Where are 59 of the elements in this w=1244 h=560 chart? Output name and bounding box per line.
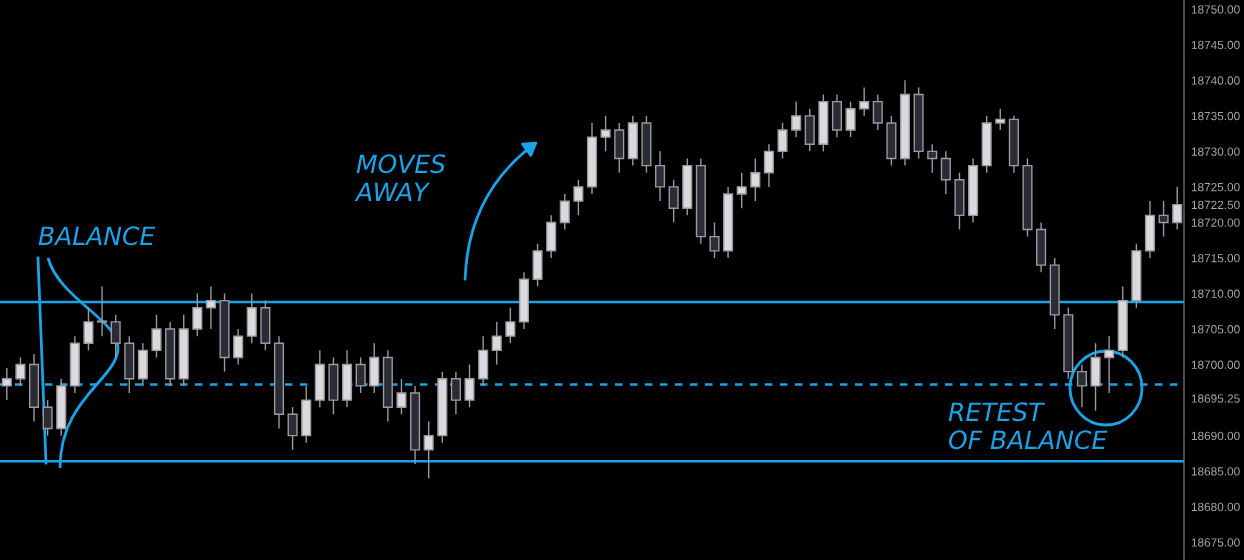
annotation: MOVES AWAY: [354, 154, 446, 201]
candlestick: [573, 179, 584, 217]
candlestick: [668, 179, 679, 224]
candlestick: [396, 378, 407, 416]
y-tick-label: 18750.00: [1191, 5, 1240, 14]
y-tick-label: 18705.00: [1191, 325, 1240, 334]
y-tick-label: 18725.00: [1191, 182, 1240, 192]
y-tick-label: 18690.00: [1191, 431, 1240, 441]
candlestick: [192, 292, 203, 337]
candlestick: [736, 171, 747, 209]
candlestick: [1, 367, 12, 401]
candlestick: [1104, 335, 1115, 394]
candlestick: [845, 100, 856, 138]
candlestick: [423, 420, 434, 479]
candlestick: [559, 193, 570, 231]
candlestick: [940, 150, 951, 195]
candlestick: [872, 93, 883, 131]
y-tick-label: 18685.00: [1191, 467, 1240, 476]
candlestick: [927, 143, 938, 174]
candlestick: [233, 328, 244, 366]
y-tick-label: 18695.25: [1191, 394, 1240, 403]
y-tick-label: 18675.00: [1191, 538, 1240, 547]
candlestick: [750, 157, 761, 202]
y-tick-label: 18735.00: [1191, 111, 1240, 121]
candlestick: [777, 122, 788, 160]
y-tick-label: 18680.00: [1191, 502, 1240, 512]
y-tick-label: 18715.00: [1191, 254, 1240, 263]
candlestick: [995, 108, 1006, 131]
candlestick: [205, 285, 216, 330]
candlestick: [600, 115, 611, 153]
candlestick: [654, 150, 666, 202]
y-tick-label: 18740.00: [1191, 76, 1240, 85]
y-tick-label: 18722.50: [1191, 200, 1240, 210]
candlestick: [791, 100, 802, 138]
y-tick-label: 18745.00: [1191, 40, 1240, 50]
candlestick: [355, 356, 366, 394]
candlestick: [491, 321, 502, 366]
annotation: RETEST OF BALANCE: [948, 402, 1108, 450]
candlestick: [1076, 363, 1087, 408]
annotation: BALANCE: [38, 226, 156, 246]
candlestick: [97, 285, 108, 337]
candlestick: [110, 314, 121, 359]
candlestick: [464, 363, 475, 408]
candlestick: [151, 314, 162, 359]
y-tick-label: 18730.00: [1191, 147, 1240, 156]
y-tick-label: 18700.00: [1191, 360, 1240, 369]
candlestick: [83, 307, 94, 352]
candlestick: [505, 307, 516, 344]
candlestick: [859, 86, 870, 117]
candlestick: [1172, 186, 1183, 231]
candlestick: [1158, 200, 1169, 238]
candlestick: [42, 399, 53, 437]
candlestick: [709, 221, 720, 259]
candlestick: [15, 356, 26, 387]
candlestick: [763, 143, 774, 188]
candlestick: [450, 370, 461, 416]
y-tick-label: 18720.00: [1191, 218, 1240, 227]
y-tick-label: 18710.00: [1191, 289, 1240, 298]
candlestick: [287, 406, 298, 451]
